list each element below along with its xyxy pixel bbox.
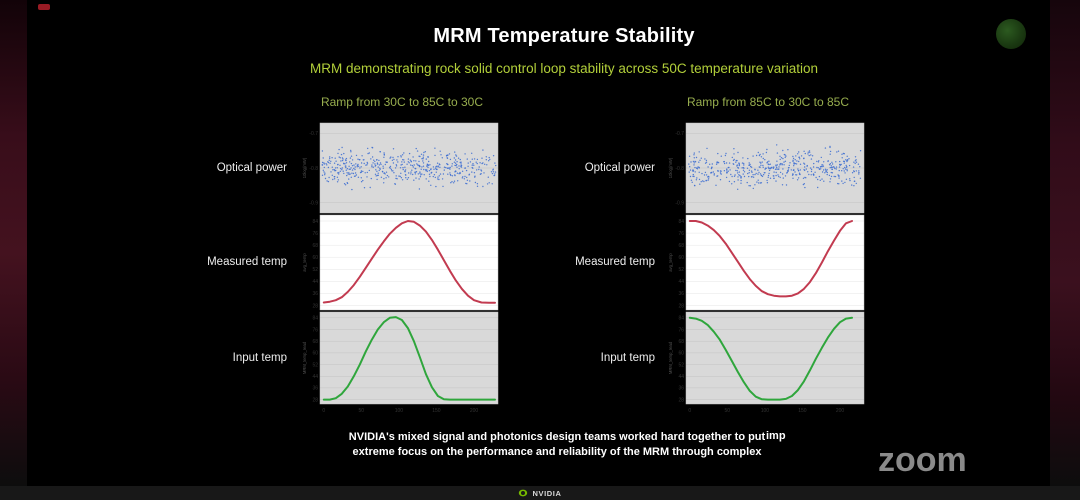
svg-text:68: 68 [312,339,318,345]
svg-text:200: 200 [470,408,479,414]
svg-text:60: 60 [312,255,318,261]
svg-text:-0.8: -0.8 [675,166,684,172]
caption-line-2: extreme focus on the performance and rel… [346,445,768,461]
slide-subtitle: MRM demonstrating rock solid control loo… [310,61,818,76]
svg-text:28: 28 [678,303,684,309]
row-label-measured-temp-right: Measured temp [575,256,655,268]
chart-svg-right: -0.7 -0.8 -0.9 10log(mW) 28 36 44 52 60 68 76 84 avg… [668,122,865,414]
row-label-input-temp-left: Input temp [232,352,287,364]
svg-text:76: 76 [312,327,318,333]
svg-text:10log(mW): 10log(mW) [668,157,673,178]
svg-text:60: 60 [312,351,318,357]
row-label-input-temp-right: Input temp [600,352,655,364]
svg-text:28: 28 [312,397,318,403]
svg-text:44: 44 [678,374,684,380]
webcam-bubble [996,19,1026,49]
svg-text:MRM_temp_read: MRM_temp_read [302,341,307,374]
svg-text:-0.9: -0.9 [309,200,318,206]
svg-text:36: 36 [678,291,684,297]
svg-text:-0.8: -0.8 [309,166,318,172]
svg-text:36: 36 [312,386,318,392]
caption-row-1: NVIDIA's mixed signal and photonics desi… [157,427,957,446]
video-edge-blur-left [0,0,27,486]
svg-text:68: 68 [312,243,318,249]
svg-text:44: 44 [678,279,684,285]
svg-text:76: 76 [678,231,684,237]
slide-title: MRM Temperature Stability [433,25,695,47]
svg-text:MRM_temp_read: MRM_temp_read [668,341,673,374]
svg-text:52: 52 [678,267,684,273]
svg-text:200: 200 [836,408,845,414]
svg-text:28: 28 [678,397,684,403]
svg-text:76: 76 [312,231,318,237]
svg-text:84: 84 [312,316,318,322]
svg-text:36: 36 [312,291,318,297]
recording-dot [38,4,50,10]
svg-text:84: 84 [312,219,318,225]
svg-text:avg_temp: avg_temp [302,253,307,272]
svg-text:76: 76 [678,327,684,333]
svg-text:28: 28 [312,303,318,309]
svg-text:150: 150 [432,408,441,414]
svg-text:avg_temp: avg_temp [668,253,673,272]
bottom-bar: NVIDIA [0,486,1080,500]
chart-panel-right: -0.7 -0.8 -0.9 10log(mW) 28 36 44 52 60 68 76 84 avg… [668,122,868,415]
row-label-optical-power-left: Optical power [216,162,287,174]
svg-text:10log(mW): 10log(mW) [302,157,307,178]
caption-row-2: extreme focus on the performance and rel… [157,442,957,461]
svg-text:100: 100 [761,408,770,414]
svg-text:50: 50 [359,408,365,414]
svg-text:36: 36 [678,386,684,392]
svg-text:84: 84 [678,219,684,225]
svg-text:52: 52 [312,362,318,368]
svg-text:52: 52 [678,362,684,368]
caption-line-1: NVIDIA's mixed signal and photonics desi… [342,430,772,446]
svg-text:68: 68 [678,243,684,249]
svg-text:60: 60 [678,255,684,261]
svg-text:84: 84 [678,316,684,322]
svg-text:-0.7: -0.7 [675,131,684,137]
svg-text:-0.7: -0.7 [309,131,318,137]
svg-text:0: 0 [688,408,691,414]
zoom-watermark: zoom [878,441,967,479]
panel-header-right: Ramp from 85C to 30C to 85C [686,95,850,109]
svg-text:44: 44 [312,279,318,285]
svg-text:150: 150 [798,408,807,414]
svg-text:0: 0 [322,408,325,414]
svg-text:44: 44 [312,374,318,380]
chart-panel-left: -0.7 -0.8 -0.9 10log(mW) 28 36 44 52 60 68 76 84 avg… [302,122,502,415]
nvidia-eye-icon [519,489,528,497]
svg-text:68: 68 [678,339,684,345]
svg-text:-0.9: -0.9 [675,200,684,206]
svg-text:60: 60 [678,351,684,357]
svg-text:100: 100 [395,408,404,414]
row-label-optical-power-right: Optical power [584,162,655,174]
row-label-measured-temp-left: Measured temp [207,256,287,268]
chart-svg-left: -0.7 -0.8 -0.9 10log(mW) 28 36 44 52 60 68 76 84 avg… [302,122,499,414]
panel-header-left: Ramp from 30C to 85C to 30C [320,95,484,109]
nvidia-wordmark: NVIDIA [532,488,562,498]
slide-text-fragment: imp [766,430,786,442]
video-edge-blur-right [1050,0,1080,486]
svg-text:50: 50 [725,408,731,414]
svg-text:52: 52 [312,267,318,273]
